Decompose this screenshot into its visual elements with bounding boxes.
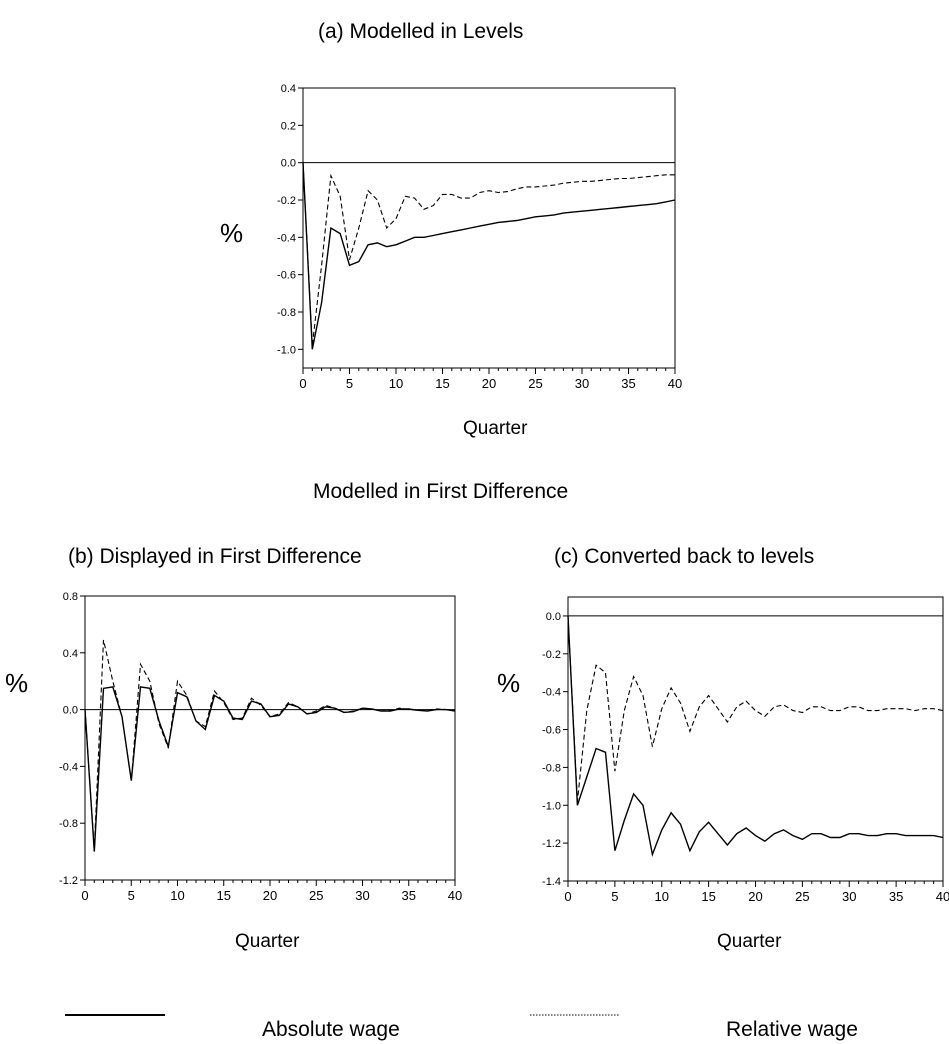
chart-a-ytick-label: -0.2: [277, 195, 296, 207]
chart-a-xtick-label: 30: [575, 376, 589, 391]
chart-c-ytick-label: -0.2: [542, 649, 561, 661]
chart-b-ytick-label: -1.2: [59, 875, 78, 887]
chart-c-ytick-label: -1.4: [542, 876, 561, 888]
chart-c-xtick-label: 20: [748, 889, 762, 904]
chart-a-ytick-label: -1.0: [277, 344, 296, 356]
chart-c-frame: [567, 596, 944, 882]
chart-c-xtick-label: 40: [936, 889, 949, 904]
chart-c-xlabel: Quarter: [717, 931, 782, 952]
chart-c-ytick-label: -0.4: [542, 687, 561, 699]
chart-a-xlabel: Quarter: [463, 418, 528, 439]
chart-b-ytick-label: 0.8: [63, 591, 78, 603]
chart-b-frame: [84, 595, 456, 881]
chart-b-title: (b) Displayed in First Difference: [68, 545, 362, 568]
chart-a-xtick-label: 25: [528, 376, 542, 391]
legend-relative-line: [530, 1014, 620, 1016]
chart-a-xtick-label: 40: [668, 376, 682, 391]
chart-b-xtick-label: 25: [309, 888, 323, 903]
chart-b-ytick-label: 0.4: [63, 648, 78, 660]
chart-c-ytick-label: -1.0: [542, 800, 561, 812]
chart-a-xtick-label: 35: [621, 376, 635, 391]
chart-b-ytick-label: -0.8: [59, 818, 78, 830]
chart-b-ylabel: %: [5, 668, 29, 698]
chart-a-ytick-label: 0.2: [281, 120, 296, 132]
chart-a-xtick-label: 0: [299, 376, 306, 391]
chart-a-title: (a) Modelled in Levels: [318, 20, 524, 43]
chart-b-ytick-label: 0.0: [63, 705, 78, 717]
legend-absolute-label: Absolute wage: [262, 1018, 400, 1041]
chart-b-xlabel: Quarter: [235, 931, 300, 952]
chart-b-xtick-label: 5: [128, 888, 135, 903]
chart-c-ytick-label: -0.8: [542, 762, 561, 774]
chart-a-xtick-label: 20: [482, 376, 496, 391]
chart-c-title: (c) Converted back to levels: [554, 545, 815, 568]
chart-a-xtick-label: 10: [389, 376, 403, 391]
chart-a-ytick-label: 0.4: [281, 83, 296, 95]
chart-b-xtick-label: 20: [263, 888, 277, 903]
chart-c-xtick-label: 10: [655, 889, 669, 904]
chart-c-xtick-label: 25: [795, 889, 809, 904]
chart-b-xtick-label: 10: [170, 888, 184, 903]
chart-b-series-absolute-wage: [84, 686, 456, 852]
chart-a-ytick-label: -0.6: [277, 270, 296, 282]
chart-b-xtick-label: 35: [402, 888, 416, 903]
chart-a-ytick-label: 0.0: [281, 158, 296, 170]
chart-c-ytick-label: -0.6: [542, 725, 561, 737]
chart-a-ytick-label: -0.4: [277, 232, 296, 244]
chart-b-xtick-label: 15: [217, 888, 231, 903]
chart-c-series-absolute-wage: [567, 615, 944, 858]
section-title: Modelled in First Difference: [313, 480, 569, 503]
chart-c-xtick-label: 0: [564, 889, 571, 904]
chart-b-xtick-label: 0: [81, 888, 88, 903]
chart-c-series-relative-wage: [567, 615, 944, 802]
legend-absolute-line: [65, 1014, 165, 1016]
chart-c-xtick-label: 15: [701, 889, 715, 904]
chart-a-series-relative-wage: [302, 162, 675, 346]
chart-c-ytick-label: 0.0: [546, 611, 561, 623]
chart-a-xtick-label: 5: [346, 376, 353, 391]
chart-a-xtick-label: 15: [435, 376, 449, 391]
legend-relative-label: Relative wage: [726, 1018, 858, 1041]
chart-a-series-absolute-wage: [302, 162, 676, 350]
chart-a-ylabel: %: [220, 218, 244, 248]
chart-c-xtick-label: 30: [842, 889, 856, 904]
chart-c-ytick-label: -1.2: [542, 838, 561, 850]
chart-c-ylabel: %: [497, 668, 521, 698]
chart-b-ytick-label: -0.4: [59, 761, 78, 773]
chart-a-ytick-label: -0.8: [277, 307, 296, 319]
chart-b-series-relative-wage: [84, 639, 456, 849]
chart-b-xtick-label: 30: [355, 888, 369, 903]
chart-c-xtick-label: 35: [889, 889, 903, 904]
chart-b-xtick-label: 40: [448, 888, 462, 903]
chart-c-xtick-label: 5: [611, 889, 618, 904]
